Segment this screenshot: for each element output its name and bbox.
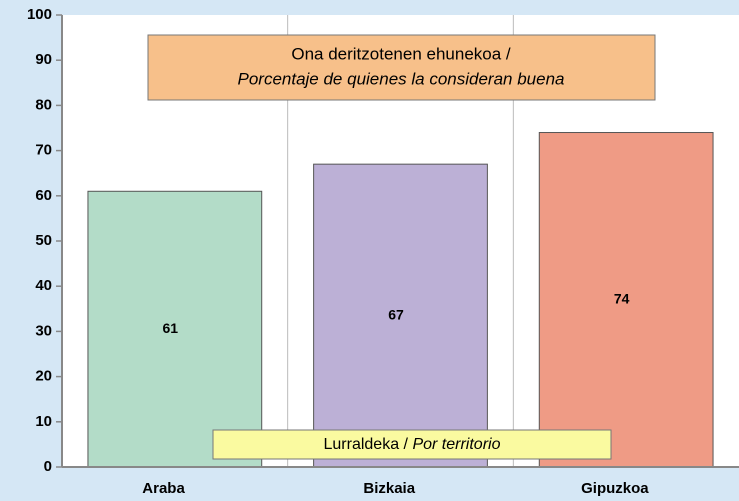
y-tick-label: 0 — [44, 458, 52, 475]
y-tick-label: 50 — [35, 232, 52, 249]
x-axis-label: Lurraldeka / Por territorio — [324, 436, 501, 453]
y-tick-label: 100 — [27, 6, 52, 23]
data-label: 67 — [388, 306, 404, 322]
xlabel-box — [212, 429, 612, 460]
y-tick-label: 20 — [35, 368, 52, 385]
y-tick-label: 70 — [35, 142, 52, 159]
y-tick-label: 40 — [35, 277, 52, 294]
title-box — [147, 34, 656, 101]
y-tick-label: 90 — [35, 51, 52, 68]
y-tick-label: 60 — [35, 187, 52, 204]
data-label: 61 — [163, 320, 179, 336]
x-axis-label-part: Lurraldeka / — [324, 436, 409, 453]
data-label: 74 — [614, 290, 630, 306]
x-tick-label: Gipuzkoa — [581, 480, 649, 497]
bars — [87, 132, 714, 468]
y-tick-label: 30 — [35, 322, 52, 339]
y-tick-label: 80 — [35, 96, 52, 113]
x-axis-label-part: Por territorio — [412, 436, 500, 453]
y-tick-label: 10 — [35, 413, 52, 430]
chart-title: Ona deritzotenen ehunekoa / — [291, 44, 511, 63]
x-tick-label: Bizkaia — [363, 480, 415, 497]
chart-title: Porcentaje de quienes la consideran buen… — [237, 69, 564, 88]
x-tick-label: Araba — [142, 480, 185, 497]
bar — [313, 163, 488, 468]
bar — [87, 190, 263, 468]
bar — [538, 132, 714, 468]
